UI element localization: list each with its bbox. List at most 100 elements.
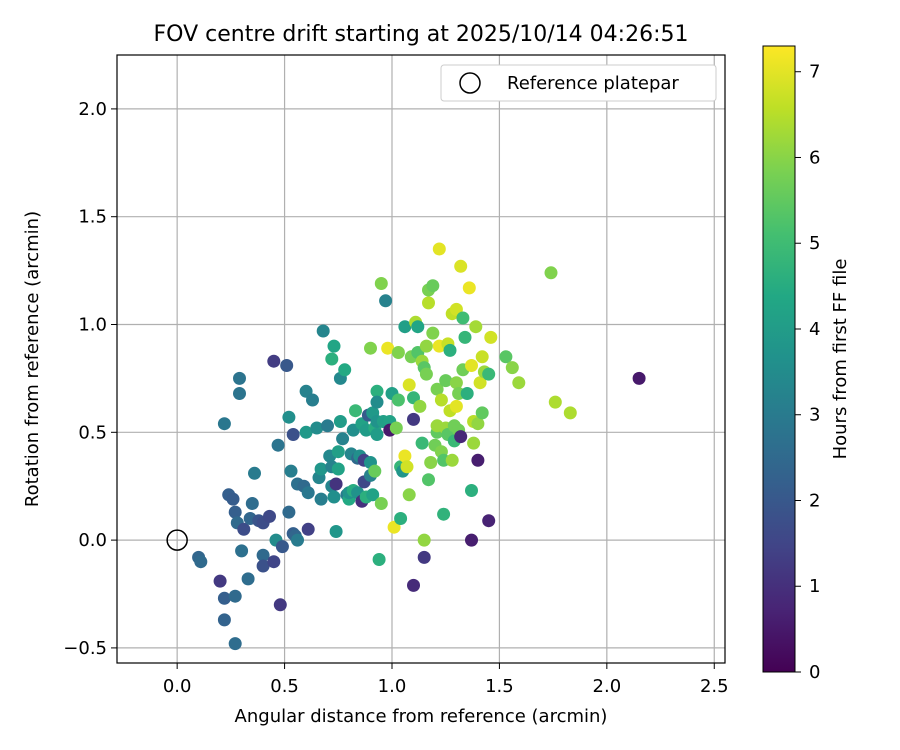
data-point — [475, 406, 489, 420]
data-point — [374, 497, 388, 510]
data-point — [426, 279, 440, 293]
data-point — [267, 555, 281, 569]
x-tick-label: 2.0 — [593, 676, 622, 697]
data-point — [467, 436, 481, 450]
data-point — [282, 505, 296, 519]
colorbar-tick-label: 0 — [809, 662, 820, 683]
data-point — [194, 555, 208, 569]
data-point — [419, 339, 433, 353]
data-point — [430, 382, 444, 396]
legend-label-reference: Reference platepar — [507, 73, 679, 94]
data-point — [241, 572, 255, 586]
data-point — [471, 453, 485, 467]
data-point — [424, 456, 438, 469]
data-point — [512, 376, 526, 390]
colorbar-label: Hours from first FF file — [830, 259, 851, 460]
data-point — [228, 589, 242, 603]
data-point — [471, 417, 485, 431]
data-point — [563, 406, 577, 420]
legend-marker-reference — [459, 72, 481, 94]
data-point — [411, 320, 425, 334]
data-point — [306, 393, 319, 407]
data-point — [400, 460, 414, 474]
data-point — [273, 598, 287, 612]
data-point — [286, 428, 300, 441]
data-point — [329, 477, 343, 491]
grid-lines — [117, 55, 725, 663]
data-point — [454, 430, 468, 444]
data-point — [314, 462, 328, 476]
data-point — [370, 428, 384, 441]
x-tick-label: 1.0 — [378, 676, 407, 697]
data-point — [449, 399, 463, 413]
data-point — [454, 259, 468, 273]
data-point — [449, 376, 463, 390]
x-tick-label: 0.0 — [163, 676, 192, 697]
data-point — [465, 359, 478, 372]
data-point — [299, 425, 313, 439]
colorbar: 0 1 2 3 4 5 6 7 Hours from first FF file — [762, 45, 851, 683]
data-point — [217, 591, 231, 605]
data-point — [331, 462, 345, 476]
data-point — [233, 387, 246, 400]
data-point — [333, 415, 347, 428]
data-point — [419, 367, 433, 381]
data-point — [331, 445, 345, 459]
data-point — [263, 509, 276, 523]
data-point — [465, 533, 478, 547]
data-point — [237, 522, 251, 536]
data-point — [379, 294, 393, 308]
data-point — [213, 574, 227, 588]
data-point — [413, 399, 427, 413]
data-point — [443, 343, 457, 357]
data-point — [475, 350, 489, 364]
data-point — [402, 378, 416, 392]
data-point — [321, 419, 334, 433]
y-tick-label: 2.0 — [78, 99, 107, 120]
data-point — [417, 550, 431, 564]
x-axis-label: Angular distance from reference (arcmin) — [235, 706, 608, 727]
data-point — [422, 296, 435, 310]
y-tick-label: 0.0 — [78, 530, 107, 551]
data-point — [370, 384, 384, 398]
data-point — [473, 376, 487, 390]
x-tick-label: 1.5 — [485, 676, 514, 697]
colorbar-gradient — [762, 45, 796, 673]
data-point — [364, 341, 377, 355]
colorbar-tick-label: 2 — [809, 490, 820, 511]
data-point — [544, 266, 558, 280]
data-point — [417, 533, 431, 547]
data-point — [325, 352, 339, 366]
data-point — [398, 449, 412, 463]
colorbar-tick-label: 3 — [809, 405, 820, 426]
x-tick-label: 2.5 — [700, 676, 729, 697]
data-point — [415, 436, 429, 450]
data-point — [381, 341, 395, 355]
data-point — [327, 339, 341, 353]
data-point — [389, 421, 403, 435]
data-point — [267, 354, 281, 368]
data-point — [499, 350, 513, 364]
data-point — [245, 497, 259, 510]
data-point — [484, 330, 498, 344]
data-point — [460, 387, 474, 400]
data-point — [284, 464, 298, 478]
data-point — [233, 371, 246, 385]
data-point — [437, 507, 451, 521]
data-point — [426, 326, 440, 340]
data-point — [226, 492, 240, 506]
data-point — [632, 371, 646, 385]
data-point — [336, 432, 350, 446]
data-point — [374, 277, 388, 290]
data-point — [469, 320, 483, 334]
data-point — [368, 464, 382, 478]
data-point — [422, 473, 435, 487]
data-point — [366, 488, 380, 502]
data-point — [398, 320, 412, 334]
data-point — [391, 393, 405, 407]
colorbar-tick-label: 5 — [809, 233, 820, 254]
data-point — [256, 559, 270, 573]
data-point — [482, 367, 496, 381]
reference-platepar-marker — [166, 529, 188, 551]
reference-marker — [166, 529, 188, 551]
